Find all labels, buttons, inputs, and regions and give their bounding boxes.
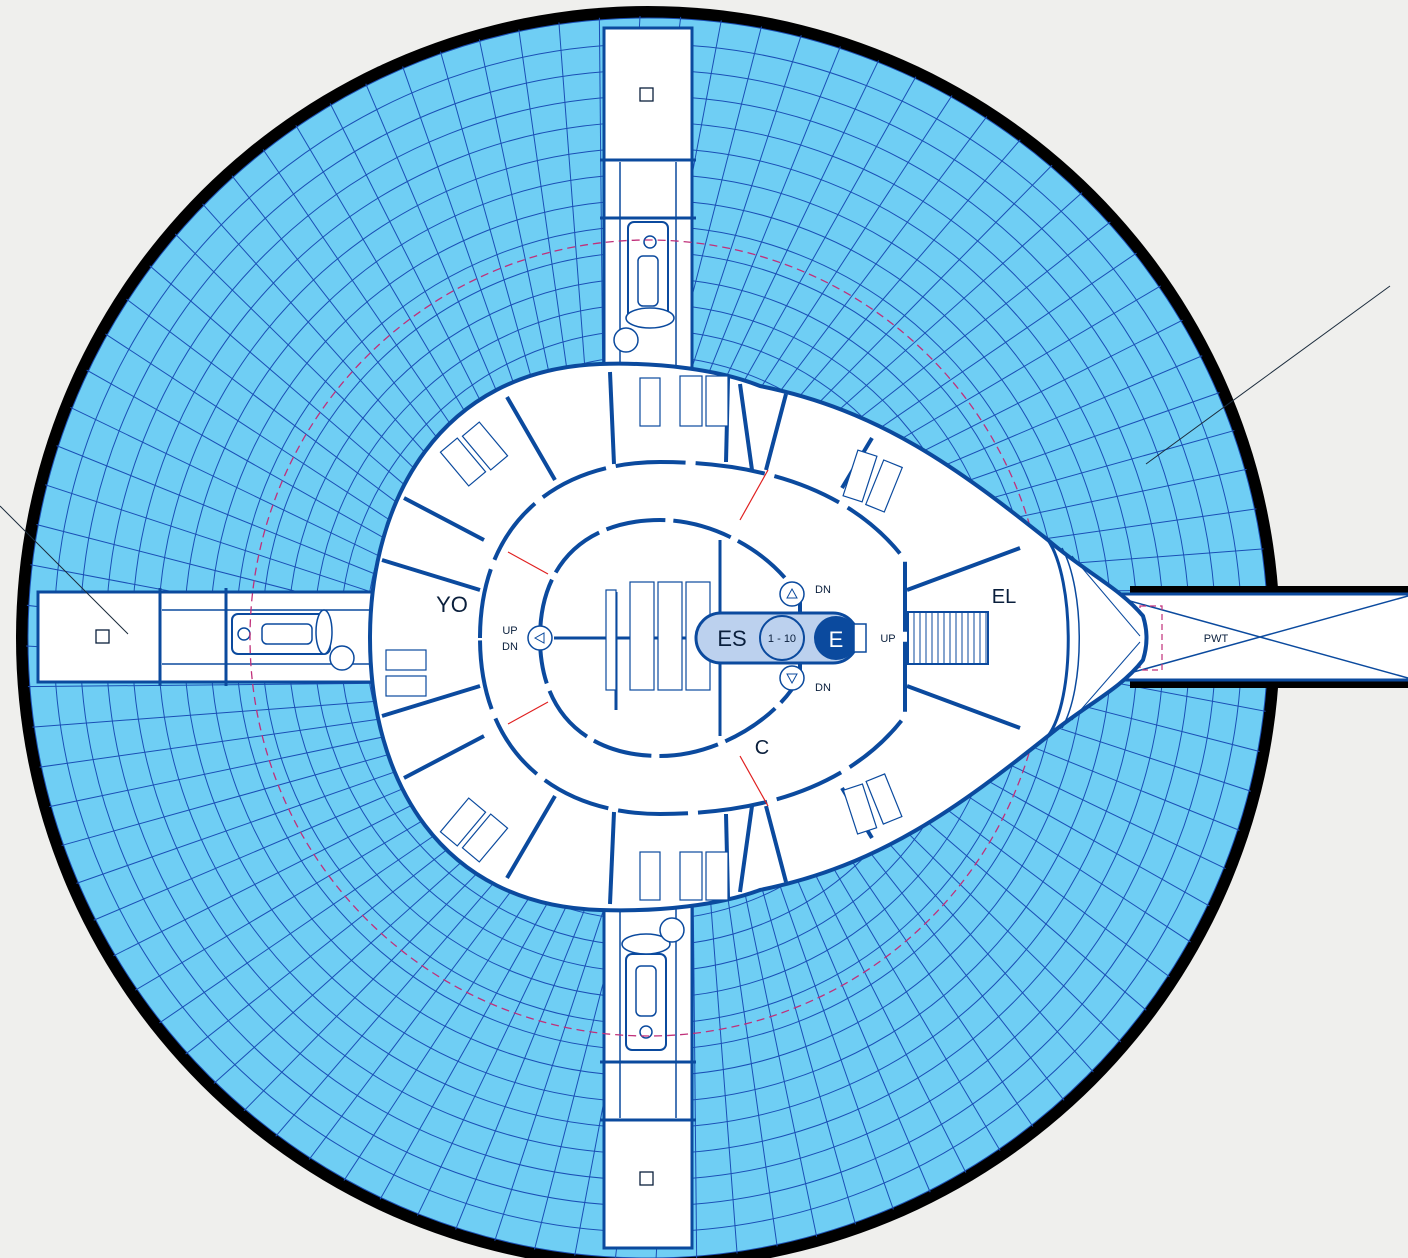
floors-label: 1 - 10	[768, 633, 796, 645]
pwt-label: PWT	[1204, 633, 1229, 645]
top-arm	[600, 26, 696, 370]
triangle-down-icon	[786, 673, 798, 685]
pwt-walkway: PWT	[1110, 586, 1408, 688]
beds	[385, 375, 904, 901]
dn-left-label: DN	[502, 641, 518, 653]
yo-label: YO	[436, 592, 468, 617]
window-square-icon	[95, 629, 110, 644]
up-right-label: UP	[880, 633, 895, 645]
es-label: ES	[717, 626, 746, 651]
dn-bottom-label: DN	[815, 682, 831, 694]
window-square-icon	[639, 1171, 654, 1186]
left-arm	[36, 588, 380, 686]
stairs	[907, 611, 989, 665]
bow-detail	[1046, 539, 1141, 737]
stair-markers	[527, 581, 805, 691]
cabin-walls	[381, 371, 1021, 905]
up-left-label: UP	[502, 625, 517, 637]
c-label: C	[755, 737, 769, 759]
dn-top-label: DN	[815, 584, 831, 596]
triangle-left-icon	[533, 632, 545, 644]
bottom-arm	[600, 902, 696, 1250]
e-label: E	[829, 627, 844, 652]
structure-lines	[507, 469, 769, 807]
triangle-up-icon	[786, 587, 798, 599]
elevator-core: ES 1 - 10 E	[694, 611, 867, 665]
el-label: EL	[992, 586, 1016, 608]
window-square-icon	[639, 87, 654, 102]
leader-line-right	[1145, 285, 1391, 465]
leader-line-left	[0, 505, 129, 635]
corridor-ring	[477, 459, 907, 817]
